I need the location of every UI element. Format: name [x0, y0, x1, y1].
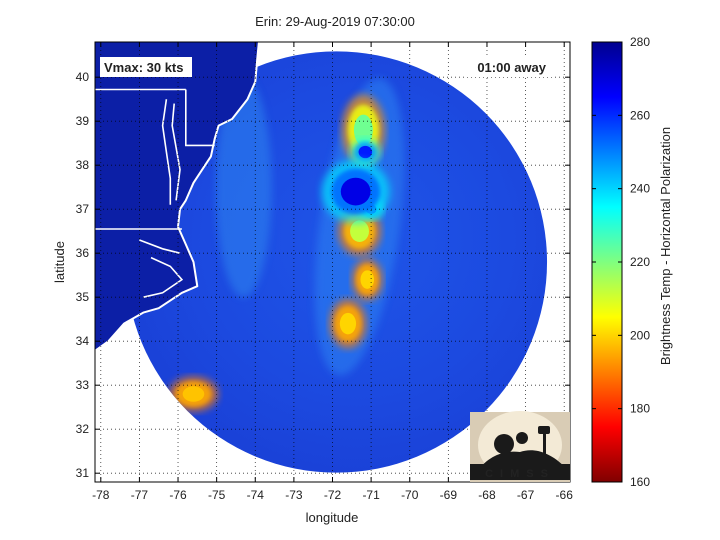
x-tick-label: -72 [324, 488, 342, 502]
x-axis: -78 -77 -76 -75 -74 -73 -72 -71 -70 -69 -68 -67 -66 [92, 42, 573, 502]
colorbar-tick-label: 280 [630, 35, 650, 49]
x-axis-label: longitude [306, 510, 359, 525]
logo-text: CIMSS [485, 468, 555, 480]
y-axis: 31 32 33 34 35 36 37 38 39 40 [76, 70, 570, 480]
logo-tower-icon [543, 432, 546, 466]
x-tick-label: -78 [92, 488, 110, 502]
coastline [171, 103, 181, 201]
y-tick-label: 32 [76, 422, 90, 436]
rainband-core [321, 159, 390, 224]
x-tick-label: -73 [285, 488, 303, 502]
x-tick-label: -67 [517, 488, 535, 502]
logo-dish-icon [516, 432, 528, 444]
coastline [161, 99, 172, 205]
cell-southwest [168, 376, 219, 412]
colorbar [591, 41, 623, 483]
y-tick-label: 40 [76, 70, 90, 84]
time-away-label-bg [464, 57, 552, 77]
colorbar-tick-label: 260 [630, 108, 650, 122]
logo-band [470, 464, 570, 480]
y-tick-label: 35 [76, 290, 90, 304]
logo-dish-icon [494, 434, 514, 454]
y-tick-label: 37 [76, 202, 90, 216]
coastal-band [215, 77, 272, 298]
x-tick-label: -69 [440, 488, 458, 502]
x-tick-label: -70 [401, 488, 419, 502]
cimss-logo: CIMSS [470, 411, 570, 482]
colorbar-tick-label: 180 [630, 402, 650, 416]
y-tick-label: 34 [76, 334, 90, 348]
x-tick-label: -71 [362, 488, 380, 502]
colorbar-tick-label: 220 [630, 255, 650, 269]
coastline [143, 256, 184, 298]
y-axis-label: latitude [52, 241, 67, 283]
x-tick-label: -76 [169, 488, 187, 502]
colorbar-tick-label: 200 [630, 328, 650, 342]
time-away-label: 01:00 away [477, 60, 546, 75]
colorbar-label: Brightness Temp - Horizontal Polarizatio… [658, 127, 673, 365]
colorbar-tick-label: 160 [630, 475, 650, 489]
coastline [185, 89, 215, 147]
x-tick-label: -75 [208, 488, 226, 502]
vmax-label: Vmax: 30 kts [104, 60, 184, 75]
y-tick-label: 39 [76, 114, 90, 128]
x-tick-label: -77 [131, 488, 149, 502]
rainband-south [329, 298, 367, 349]
swath-features [168, 77, 405, 412]
logo-tower-icon [538, 426, 550, 434]
y-tick-label: 36 [76, 246, 90, 260]
land-layer [95, 42, 260, 353]
colorbar-ticks: 160 180 200 220 240 260 280 [592, 35, 650, 489]
y-tick-label: 31 [76, 466, 90, 480]
y-tick-label: 38 [76, 158, 90, 172]
chart-title: Erin: 29-Aug-2019 07:30:00 [255, 14, 415, 29]
vmax-label-bg [100, 57, 192, 77]
swath-layer [125, 51, 548, 473]
colorbar-tick-label: 240 [630, 182, 650, 196]
y-tick-label: 33 [76, 378, 90, 392]
x-tick-label: -74 [247, 488, 265, 502]
coastline [139, 239, 181, 254]
x-tick-label: -66 [556, 488, 574, 502]
x-tick-label: -68 [478, 488, 496, 502]
rainband-south [351, 258, 383, 301]
grid-lines [95, 42, 570, 482]
